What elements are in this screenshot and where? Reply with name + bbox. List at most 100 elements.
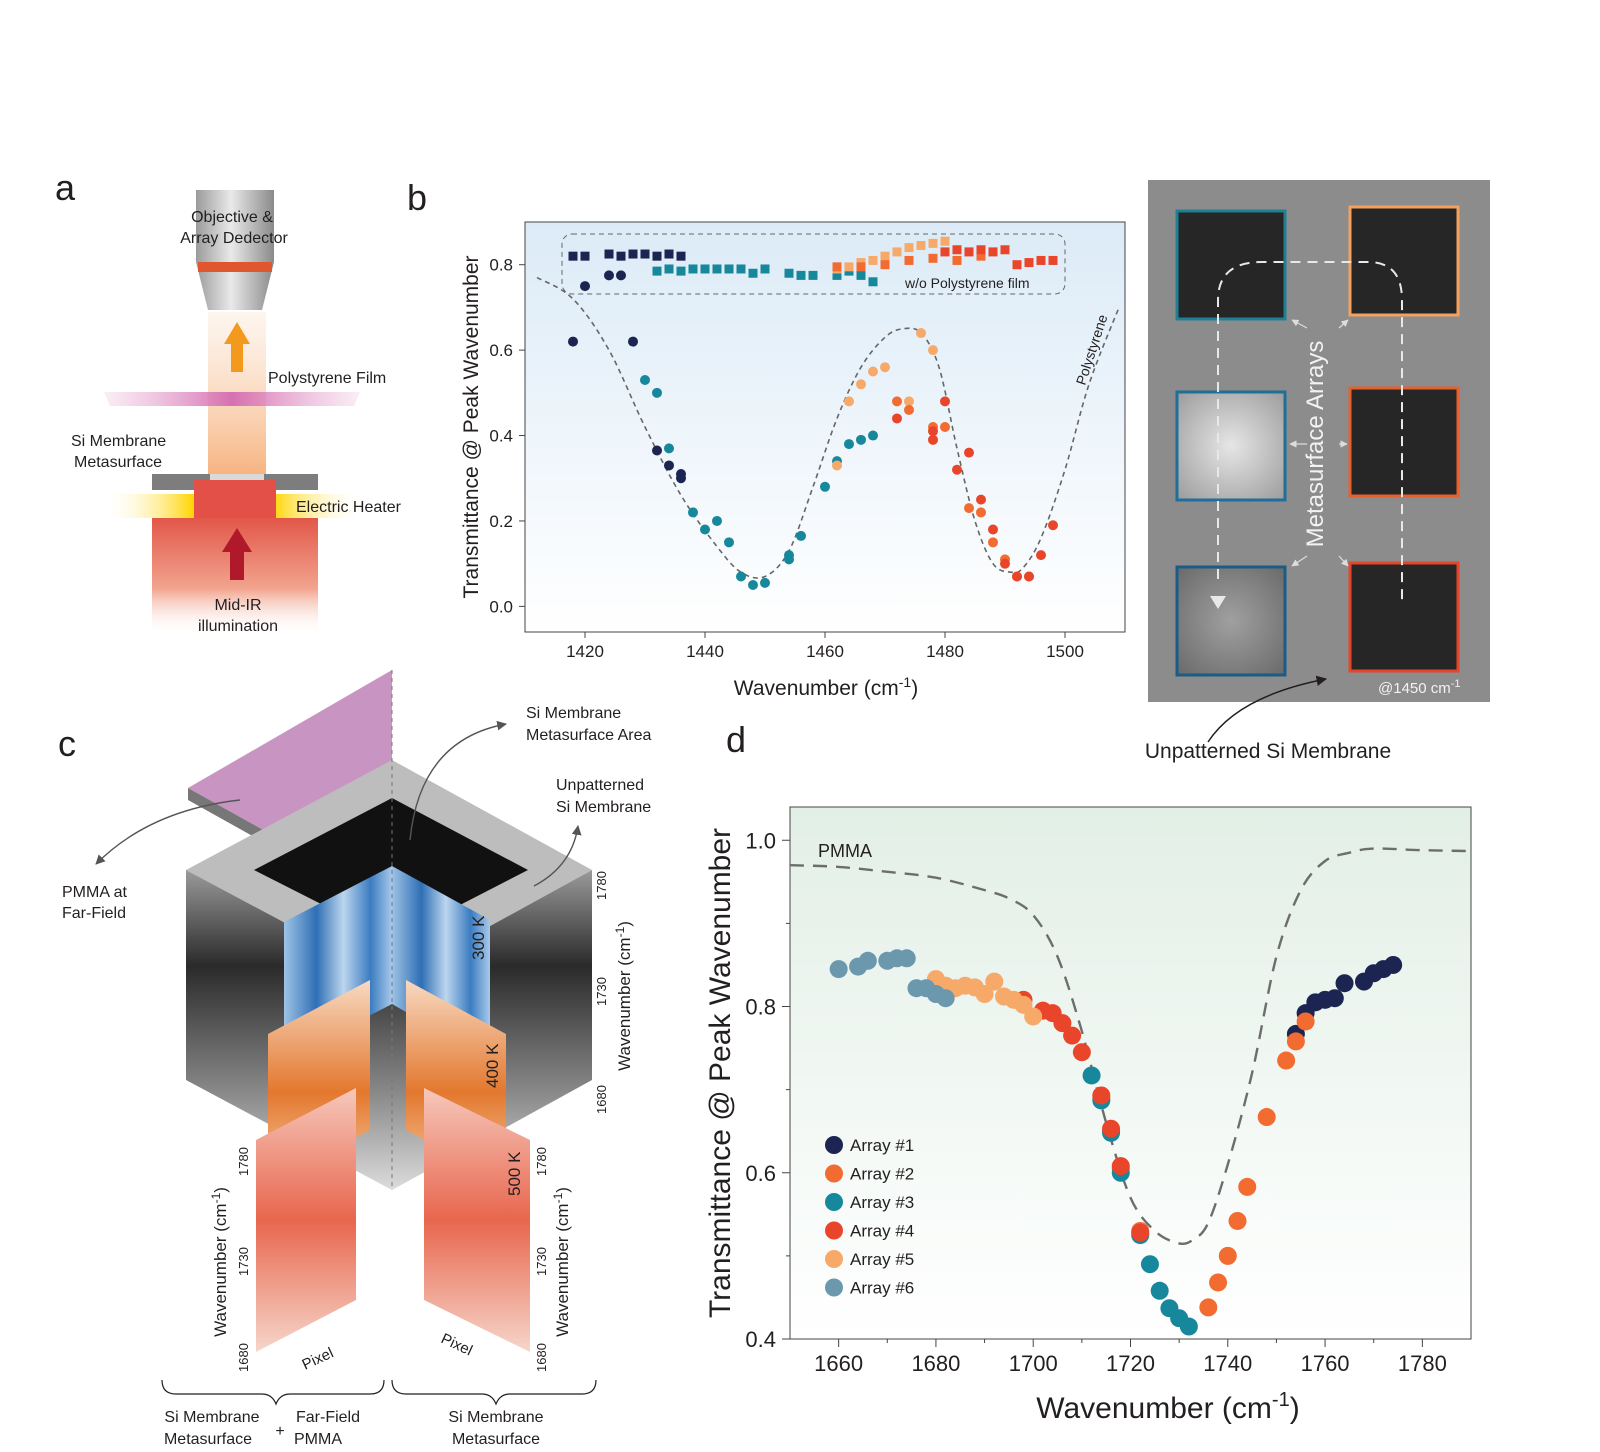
data-point-square: [664, 264, 674, 274]
si-area-label-line1: Si Membrane: [526, 705, 621, 722]
panel-label-d: d: [726, 719, 746, 760]
slice-500k-right: [424, 1088, 530, 1352]
data-point: [976, 507, 986, 518]
data-point: [1024, 571, 1034, 582]
si-area-label-line2: Metasurface Area: [526, 727, 652, 744]
data-point: [652, 445, 662, 456]
data-point-square: [676, 251, 686, 261]
left-tick-top: 1780: [236, 1147, 251, 1176]
up-arrow-icon: [224, 322, 250, 372]
data-point-square: [856, 262, 866, 272]
electric-heater-label: Electric Heater: [296, 499, 402, 516]
data-point: [664, 443, 674, 454]
array-square-2: [1348, 386, 1460, 498]
data-point: [988, 524, 998, 535]
legend-marker: [825, 1193, 843, 1211]
x-tick-label: 1420: [566, 642, 604, 661]
left-axis-label-text: Wavenumber (cm: [211, 1203, 230, 1337]
data-point: [868, 366, 878, 377]
data-point-square: [628, 249, 638, 259]
x-tick-label: 1720: [1106, 1351, 1155, 1376]
data-point-square: [688, 264, 698, 274]
brace-left-line1: Si Membrane: [164, 1409, 259, 1426]
data-point: [904, 404, 914, 415]
legend-label: Array #6: [850, 1279, 914, 1298]
pmma-curve-label: PMMA: [818, 841, 872, 861]
data-point-square: [652, 251, 662, 261]
midir-label-line1: Mid-IR: [214, 597, 261, 614]
data-point-square: [748, 268, 758, 278]
data-point: [940, 396, 950, 407]
data-point: [1024, 1007, 1043, 1026]
data-point: [1238, 1177, 1257, 1196]
legend-marker: [825, 1221, 843, 1240]
unpat-pointer: [533, 825, 582, 887]
x-axis-label-d-text: Wavenumber (cm: [1036, 1392, 1272, 1425]
left-axis-label-sup: -1: [209, 1192, 223, 1203]
x-axis-label-b: Wavenumber (cm-1): [734, 674, 918, 700]
x-axis-label-b-close: ): [911, 677, 918, 700]
data-point-square: [916, 240, 926, 250]
data-point-square: [1024, 258, 1034, 268]
left-axis-label-close: ): [211, 1187, 230, 1193]
unpatterned-pointer: [1207, 675, 1328, 743]
data-point: [652, 387, 662, 398]
data-point: [1150, 1281, 1169, 1300]
data-point: [856, 434, 866, 445]
data-point-square: [952, 245, 962, 255]
y-tick-label: 0.4: [745, 1327, 776, 1352]
data-point-square: [736, 264, 746, 274]
data-point: [700, 524, 710, 535]
data-point: [1257, 1108, 1276, 1127]
data-point: [616, 270, 626, 281]
legend-label: Array #1: [850, 1136, 914, 1155]
pmma-label-line2: Far-Field: [62, 905, 126, 922]
data-point: [988, 537, 998, 548]
data-point: [676, 473, 686, 484]
legend-label: Array #2: [850, 1165, 914, 1184]
x-tick-label: 1760: [1301, 1351, 1350, 1376]
panel-label-a: a: [55, 167, 76, 208]
cube-axis-label-close: ): [615, 921, 634, 927]
data-point: [892, 396, 902, 407]
data-point: [628, 336, 638, 347]
left-pixel-label: Pixel: [300, 1344, 337, 1373]
metasurface-pattern: [210, 474, 264, 480]
data-point: [1140, 1255, 1159, 1274]
panel-b: b 1420 1440 1460 1480 1500 0.0 0.2 0.4 0.6 0.8 w/…: [407, 177, 1126, 700]
x-tick-label: 1500: [1046, 642, 1084, 661]
data-point-square: [580, 251, 590, 261]
left-tick-mid: 1730: [236, 1247, 251, 1276]
data-point-square: [712, 264, 722, 274]
panel-d: d 1660 1680 1700 1720 1740 1760 17800.40.60.81…: [704, 719, 1472, 1425]
y-tick-label: 0.8: [489, 256, 513, 275]
array-detector-band: [198, 262, 272, 272]
x-tick-label: 1440: [686, 642, 724, 661]
pmma-label-line1: PMMA at: [62, 884, 127, 901]
cube-axis-label-text: Wavenumber (cm: [615, 937, 634, 1071]
axes-d: 1660 1680 1700 1720 1740 1760 1780 0.4 0.6 0.8 1.0: [745, 828, 1446, 1376]
brace-right-line1: Si Membrane: [448, 1409, 543, 1426]
legend-label: Array #3: [850, 1193, 914, 1212]
right-axis-label: Wavenumber (cm-1): [551, 1187, 572, 1337]
brace-mid-line1: Far-Field: [296, 1409, 360, 1426]
data-point-square: [796, 270, 806, 280]
right-brace: [391, 1379, 597, 1406]
x-axis-label-b-text: Wavenumber (cm: [734, 677, 899, 700]
data-points-b: [568, 236, 1058, 591]
wavenumber-tag-sup: -1: [1451, 678, 1461, 690]
data-point-square: [724, 264, 734, 274]
data-point-square: [832, 262, 842, 272]
objective-lens-shape: [196, 190, 274, 310]
data-point-square: [1036, 255, 1046, 265]
data-point-square: [976, 245, 986, 255]
right-axis-label-text: Wavenumber (cm: [553, 1203, 572, 1337]
data-point: [975, 985, 994, 1004]
pmma-pointer: [95, 799, 241, 865]
data-point: [568, 336, 578, 347]
data-point-square: [856, 270, 866, 280]
data-point: [936, 989, 955, 1008]
y-tick-label: 0.0: [489, 597, 513, 616]
array-square-4: [1348, 561, 1460, 673]
